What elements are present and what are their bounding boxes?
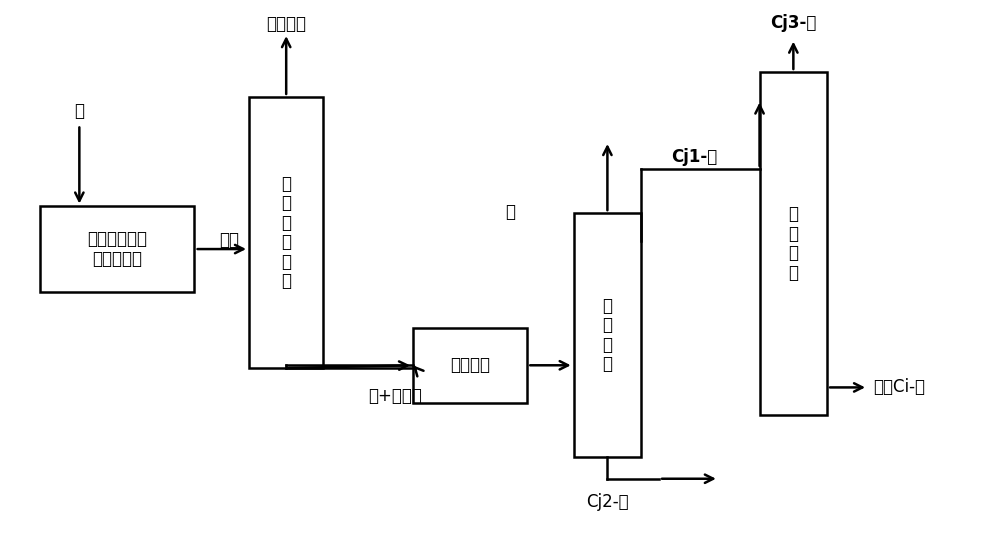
Text: 分
离
反
应
溶
剂: 分 离 反 应 溶 剂 xyxy=(281,175,291,290)
Text: 蒽: 蒽 xyxy=(74,102,84,120)
Text: Cj2-蒽: Cj2-蒽 xyxy=(586,492,629,510)
Bar xyxy=(413,328,527,402)
Text: 蒽烷基化反应
制备烷基蒽: 蒽烷基化反应 制备烷基蒽 xyxy=(87,230,147,268)
Text: 熔融结晶: 熔融结晶 xyxy=(450,356,490,375)
Text: 第
二
蒸
馏: 第 二 蒸 馏 xyxy=(788,205,798,282)
Bar xyxy=(760,72,827,415)
Bar xyxy=(574,213,641,457)
Text: Cj1-蒽: Cj1-蒽 xyxy=(671,148,717,166)
Text: 蒽+烷基蒽: 蒽+烷基蒽 xyxy=(369,387,423,405)
Text: Cj3-蒽: Cj3-蒽 xyxy=(770,13,817,31)
Bar xyxy=(40,206,194,292)
Bar xyxy=(249,97,323,368)
Text: 蒽: 蒽 xyxy=(505,203,515,221)
Text: 产物: 产物 xyxy=(220,231,240,249)
Text: 产品Ci-蒽: 产品Ci-蒽 xyxy=(873,378,925,396)
Text: 第
一
蒸
馏: 第 一 蒸 馏 xyxy=(602,297,612,373)
Text: 反应溶剂: 反应溶剂 xyxy=(266,15,306,33)
